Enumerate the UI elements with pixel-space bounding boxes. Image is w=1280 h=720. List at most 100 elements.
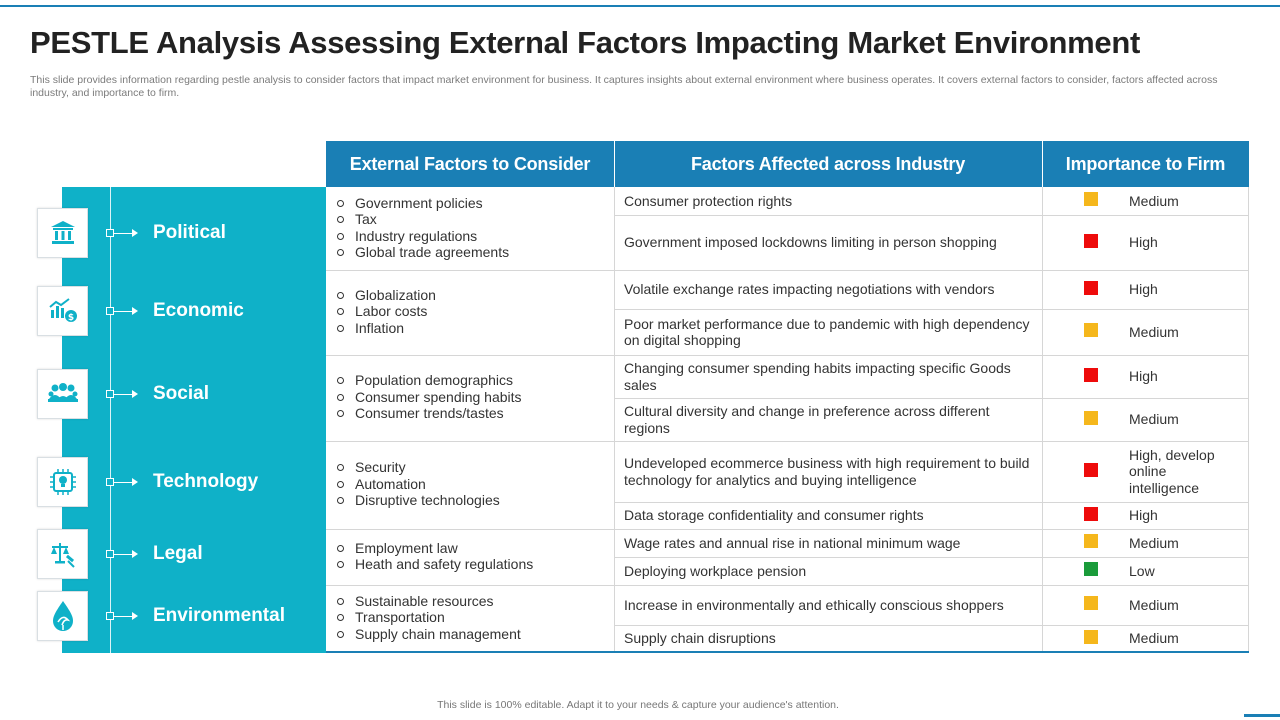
- category-connector-line: [110, 187, 111, 653]
- importance-indicator: [1084, 233, 1098, 248]
- chip-bulb-icon: [37, 457, 88, 507]
- importance-cell: High: [1129, 502, 1239, 529]
- factor-affected-cell: Volatile exchange rates impacting negoti…: [624, 270, 1039, 309]
- importance-text: Medium: [1129, 192, 1179, 209]
- factor-affected-text: Deploying workplace pension: [624, 562, 807, 579]
- header-divider: [1042, 141, 1043, 187]
- category-label: Environmental: [153, 605, 285, 626]
- importance-indicator: [1084, 596, 1098, 610]
- connector-node: [106, 612, 114, 620]
- factor-affected-cell: Supply chain disruptions: [624, 625, 1039, 652]
- factor-affected-text: Increase in environmentally and ethicall…: [624, 596, 1004, 613]
- factor-affected-text: Poor market performance due to pandemic …: [624, 315, 1030, 349]
- list-item: Supply chain management: [337, 626, 521, 643]
- connector-node: [106, 390, 114, 398]
- factor-affected-text: Undeveloped ecommerce business with high…: [624, 455, 1030, 488]
- footer-note: This slide is 100% editable. Adapt it to…: [437, 699, 839, 711]
- header-importance: Importance to Firm: [1042, 141, 1249, 187]
- list-item: Disruptive technologies: [337, 492, 500, 509]
- importance-cell: Medium: [1129, 625, 1239, 652]
- importance-indicator: [1084, 462, 1098, 477]
- importance-text: Medium: [1129, 534, 1179, 551]
- list-item: Transportation: [337, 609, 521, 626]
- category-label: Social: [153, 383, 209, 404]
- factor-affected-cell: Deploying workplace pension: [624, 557, 1039, 585]
- corner-accent: [1244, 714, 1280, 717]
- arrow-head-icon: [132, 307, 138, 315]
- list-item: Government policies: [337, 195, 509, 212]
- importance-indicator: [1084, 629, 1098, 644]
- connector-node: [106, 550, 114, 558]
- connector-arrow: [114, 553, 134, 555]
- page-title: PESTLE Analysis Assessing External Facto…: [30, 25, 1140, 60]
- header-external-factors: External Factors to Consider: [326, 141, 614, 187]
- category-economic: $ Economic: [0, 286, 326, 336]
- category-label: Legal: [153, 543, 203, 564]
- column-divider: [1042, 187, 1043, 652]
- list-item: Global trade agreements: [337, 244, 509, 261]
- connector-arrow: [114, 232, 134, 234]
- importance-indicator: [1084, 192, 1098, 206]
- list-item: Heath and safety regulations: [337, 556, 533, 573]
- row-divider: [614, 398, 1249, 399]
- importance-text: High: [1129, 507, 1158, 524]
- arrow-head-icon: [132, 229, 138, 237]
- list-item: Security: [337, 459, 500, 476]
- factor-affected-text: Data storage confidentiality and consume…: [624, 507, 924, 524]
- importance-indicator: [1084, 506, 1098, 521]
- category-band: [62, 187, 326, 653]
- arrow-head-icon: [132, 550, 138, 558]
- column-divider: [614, 187, 615, 652]
- importance-cell: Medium: [1129, 529, 1239, 557]
- importance-cell: Medium: [1129, 398, 1239, 441]
- factor-affected-cell: Consumer protection rights: [624, 187, 1039, 215]
- list-item: Globalization: [337, 287, 436, 304]
- external-factors-list: Security Automation Disruptive technologie…: [337, 459, 500, 509]
- list-item: Automation: [337, 476, 500, 493]
- category-label: Political: [153, 222, 226, 243]
- row-divider: [614, 502, 1249, 503]
- government-building-icon: [37, 208, 88, 258]
- factor-affected-cell: Undeveloped ecommerce business with high…: [624, 441, 1039, 502]
- category-environmental: Environmental: [0, 591, 326, 641]
- category-political: Political: [0, 208, 326, 258]
- importance-cell: High: [1129, 270, 1239, 309]
- importance-indicator: [1084, 410, 1098, 425]
- group-divider: [326, 441, 1249, 442]
- importance-text: High: [1129, 368, 1158, 385]
- importance-cell: High, develop online intelligence: [1129, 441, 1239, 502]
- page-subtitle: This slide provides information regardin…: [30, 74, 1218, 99]
- row-divider: [614, 557, 1249, 558]
- category-social: Social: [0, 369, 326, 419]
- importance-cell: Medium: [1129, 585, 1239, 625]
- category-label: Economic: [153, 300, 244, 321]
- factor-affected-cell: Data storage confidentiality and consume…: [624, 502, 1039, 529]
- table-bottom-rule: [326, 651, 1249, 653]
- importance-text: Low: [1129, 562, 1155, 579]
- group-divider: [326, 529, 1249, 530]
- importance-indicator: [1084, 562, 1098, 576]
- list-item: Tax: [337, 211, 509, 228]
- economy-chart-icon: $: [37, 286, 88, 336]
- arrow-head-icon: [132, 612, 138, 620]
- category-technology: Technology: [0, 457, 326, 507]
- row-divider: [614, 625, 1249, 626]
- factor-affected-text: Cultural diversity and change in prefere…: [624, 403, 990, 436]
- list-item: Inflation: [337, 320, 436, 337]
- importance-cell: High: [1129, 215, 1239, 270]
- connector-arrow: [114, 310, 134, 312]
- connector-arrow: [114, 481, 134, 483]
- svg-text:$: $: [67, 313, 73, 323]
- connector-arrow: [114, 615, 134, 617]
- factor-affected-text: Consumer protection rights: [624, 192, 793, 209]
- top-rule: [0, 5, 1280, 7]
- list-item: Consumer trends/tastes: [337, 405, 522, 422]
- factor-affected-cell: Wage rates and annual rise in national m…: [624, 529, 1039, 557]
- list-item: Labor costs: [337, 303, 436, 320]
- factor-affected-text: Wage rates and annual rise in national m…: [624, 534, 961, 551]
- list-item: Industry regulations: [337, 228, 509, 245]
- factor-affected-cell: Government imposed lockdowns limiting in…: [624, 215, 1039, 270]
- external-factors-list: Globalization Labor costs Inflation: [337, 287, 436, 337]
- importance-text: High: [1129, 234, 1158, 251]
- factor-affected-cell: Poor market performance due to pandemic …: [624, 309, 1039, 355]
